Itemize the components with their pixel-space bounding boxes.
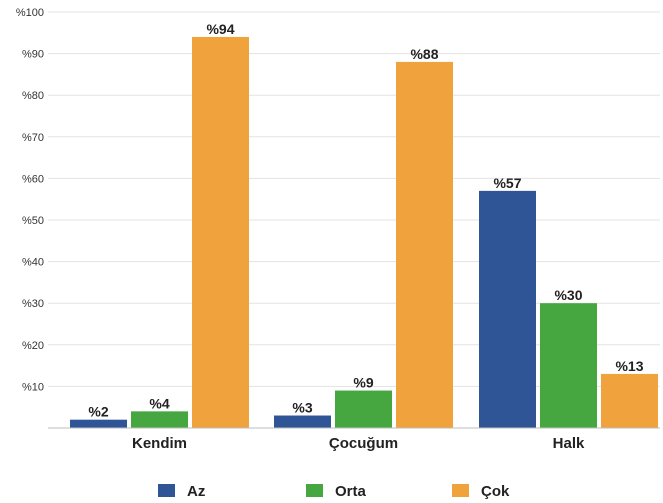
data-label: %4 xyxy=(149,395,169,411)
legend: Az Orta Çok xyxy=(158,483,510,500)
bar xyxy=(540,303,597,428)
x-axis-categories: Kendim Çocuğum Halk xyxy=(132,435,585,452)
x-category-label: Çocuğum xyxy=(329,435,398,452)
bar xyxy=(479,190,536,428)
bar xyxy=(274,415,331,428)
legend-swatch xyxy=(306,484,323,497)
bar xyxy=(335,390,392,428)
data-label: %2 xyxy=(88,404,108,420)
y-tick-label: %70 xyxy=(22,132,44,144)
y-tick-label: %100 xyxy=(16,7,44,19)
data-label: %94 xyxy=(206,21,234,37)
bar xyxy=(70,419,127,428)
y-tick-label: %30 xyxy=(22,298,44,310)
data-label: %88 xyxy=(410,46,438,62)
y-tick-label: %80 xyxy=(22,90,44,102)
bar xyxy=(131,411,188,428)
bar xyxy=(396,61,453,429)
bars xyxy=(70,36,658,429)
y-tick-label: %50 xyxy=(22,215,44,227)
data-label: %3 xyxy=(292,400,312,416)
data-label: %9 xyxy=(353,375,373,391)
legend-label: Çok xyxy=(481,483,510,500)
data-label: %57 xyxy=(493,175,521,191)
y-axis-ticks: %10 %20 %30 %40 %50 %60 %70 %80 %90 %100 xyxy=(16,7,44,393)
gridlines xyxy=(48,11,660,387)
legend-swatch xyxy=(158,484,175,497)
legend-label: Orta xyxy=(335,483,367,500)
y-tick-label: %90 xyxy=(22,49,44,61)
legend-label: Az xyxy=(187,483,205,500)
legend-swatch xyxy=(452,484,469,497)
x-category-label: Halk xyxy=(553,435,585,452)
y-tick-label: %20 xyxy=(22,340,44,352)
y-tick-label: %40 xyxy=(22,257,44,269)
y-tick-label: %60 xyxy=(22,173,44,185)
y-tick-label: %10 xyxy=(22,381,44,393)
data-label: %13 xyxy=(615,358,643,374)
data-label: %30 xyxy=(554,287,582,303)
data-labels: %2 %4 %94 %3 %9 %88 %57 %30 %13 xyxy=(88,21,643,420)
bar xyxy=(192,36,249,429)
bar xyxy=(601,373,658,428)
x-category-label: Kendim xyxy=(132,435,187,452)
